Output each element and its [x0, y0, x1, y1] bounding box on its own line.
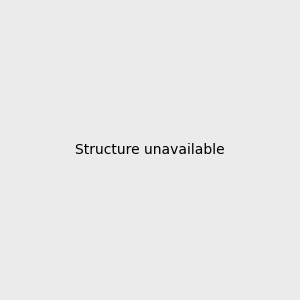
Text: Structure unavailable: Structure unavailable [75, 143, 225, 157]
